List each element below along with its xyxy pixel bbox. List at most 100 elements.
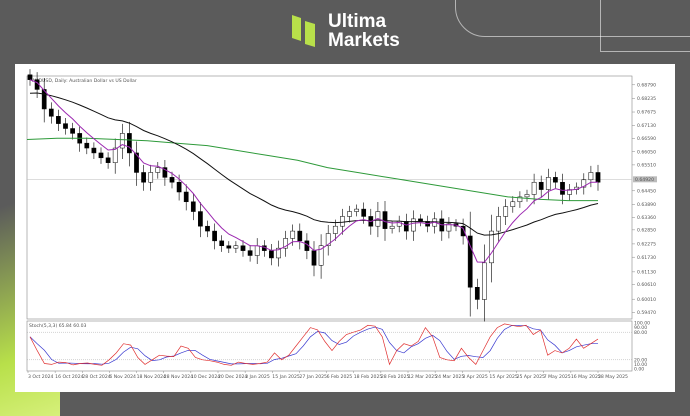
bullish-candle: [503, 206, 509, 217]
bullish-candle: [354, 208, 359, 212]
x-tick-label: 6 Feb 2025: [327, 374, 353, 380]
x-tick-label: 28 May 2025: [598, 374, 628, 380]
y-tick-label: 0.62850: [637, 227, 656, 233]
bearish-candle: [162, 167, 168, 178]
bullish-candle: [489, 230, 494, 264]
y-tick-label: 0.66050: [637, 149, 656, 155]
x-tick-label: 18 Feb 2025: [354, 374, 383, 380]
y-tick-label: 0.62275: [637, 242, 656, 248]
x-tick-label: 15 Apr 2025: [489, 374, 517, 380]
brand-name-line1: Ultima: [328, 11, 387, 32]
bullish-candle: [411, 218, 416, 232]
x-tick-label: 3 Jan 2025: [245, 374, 270, 380]
bearish-candle: [240, 245, 246, 251]
current-price-badge: [633, 176, 657, 183]
bearish-candle: [169, 177, 175, 183]
y-tick-label: 0.63890: [637, 202, 656, 208]
bullish-candle: [517, 196, 523, 203]
x-tick-label: 6 Nov 2024: [109, 374, 136, 380]
bullish-candle: [290, 230, 296, 239]
x-tick-label: 16 Oct 2024: [55, 374, 83, 380]
bullish-candle: [545, 177, 551, 190]
bullish-candle: [567, 189, 572, 195]
bearish-candle: [553, 177, 558, 183]
bullish-candle: [332, 225, 338, 234]
x-tick-label: 10 Dec 2024: [191, 374, 220, 380]
bearish-candle: [183, 191, 189, 203]
y-tick-label: 0.68235: [637, 96, 656, 102]
bullish-candle: [119, 133, 125, 149]
bearish-candle: [141, 172, 146, 183]
x-tick-label: 3 Oct 2024: [28, 374, 54, 380]
bullish-candle: [389, 225, 395, 229]
bullish-candle: [148, 172, 154, 183]
bearish-candle: [70, 128, 75, 134]
decorative-frame-line: [600, 0, 690, 52]
ultima-logo-icon: [292, 15, 315, 47]
bearish-candle: [297, 230, 303, 242]
bearish-candle: [176, 181, 182, 193]
ma-purple-line: [29, 79, 598, 263]
bearish-candle: [467, 235, 473, 288]
brand-name-line2: Markets: [328, 30, 400, 51]
bearish-candle: [105, 157, 111, 163]
bullish-candle: [446, 223, 452, 232]
x-tick-label: 3 Apr 2025: [462, 374, 488, 380]
bearish-candle: [595, 172, 601, 183]
y-tick-label: 0.59470: [637, 310, 656, 316]
bearish-candle: [63, 123, 68, 129]
stoch-plot-frame: [26, 320, 633, 372]
y-tick-label: 0.67675: [637, 110, 656, 116]
bullish-candle: [524, 194, 530, 198]
bearish-candle: [27, 74, 33, 80]
bullish-candle: [112, 147, 118, 163]
bullish-candle: [482, 262, 487, 300]
bearish-candle: [41, 89, 47, 110]
bearish-candle: [134, 152, 139, 173]
x-tick-label: 18 Nov 2024: [137, 374, 166, 380]
bearish-candle: [361, 208, 367, 217]
bearish-candle: [418, 218, 423, 222]
x-tick-label: 28 Nov 2024: [164, 374, 193, 380]
bullish-candle: [325, 233, 331, 246]
stoch-title: Stoch(5,3,3) 65.84 60.03: [29, 323, 87, 329]
y-tick-label: 0.61730: [637, 255, 656, 261]
bullish-candle: [510, 201, 516, 207]
ma-green-line: [26, 137, 598, 202]
bearish-candle: [538, 181, 544, 190]
y-tick-label: 0.68790: [637, 82, 656, 88]
bearish-candle: [98, 152, 104, 159]
current-price-label: 0.64920: [635, 177, 654, 183]
x-tick-label: 28 Oct 2024: [82, 374, 110, 380]
x-tick-label: 20 Dec 2024: [218, 374, 247, 380]
bearish-candle: [205, 225, 210, 232]
y-tick-label: 0.64450: [637, 188, 656, 194]
y-tick-label: 0.67130: [637, 123, 656, 129]
x-tick-label: 7 May 2025: [544, 374, 571, 380]
bearish-candle: [127, 133, 132, 154]
y-tick-label: 0.60010: [637, 297, 656, 303]
bearish-candle: [403, 221, 409, 232]
stoch-signal-line: [29, 324, 598, 365]
stoch-tick-label: 80.00: [634, 330, 647, 336]
x-tick-label: 24 Mar 2025: [435, 374, 464, 380]
bearish-candle: [269, 250, 274, 259]
stoch-tick-label: 90.00: [634, 325, 647, 331]
bullish-candle: [233, 245, 239, 249]
bullish-candle: [496, 216, 501, 232]
bearish-candle: [48, 108, 54, 117]
stoch-tick-label: 20.00: [634, 357, 647, 363]
bearish-candle: [460, 225, 466, 237]
y-tick-label: 0.66590: [637, 136, 656, 142]
bearish-candle: [91, 147, 97, 154]
bearish-candle: [226, 245, 232, 249]
bullish-candle: [283, 238, 288, 249]
bearish-candle: [247, 250, 253, 256]
bearish-candle: [212, 230, 217, 242]
brand-logo: Ultima Markets: [290, 12, 400, 50]
x-tick-label: 16 May 2025: [571, 374, 601, 380]
bearish-candle: [219, 240, 225, 246]
bullish-candle: [347, 211, 352, 217]
x-tick-label: 15 Jan 2025: [272, 374, 300, 380]
